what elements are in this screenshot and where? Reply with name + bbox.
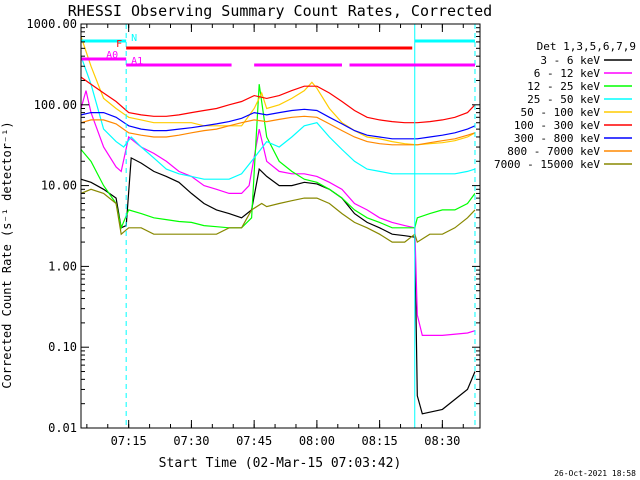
y-tick-label: 0.10 bbox=[48, 340, 77, 354]
y-tick-label: 1000.00 bbox=[26, 17, 77, 31]
flag-label: F bbox=[116, 39, 122, 50]
series-line-3 bbox=[81, 55, 476, 180]
series-line-4 bbox=[81, 36, 476, 146]
plot-area bbox=[81, 24, 476, 428]
x-axis-label: Start Time (02-Mar-15 07:03:42) bbox=[159, 456, 402, 471]
x-tick-label: 07:30 bbox=[173, 434, 209, 448]
series-line-7 bbox=[81, 115, 476, 146]
y-tick-label: 10.00 bbox=[41, 179, 77, 193]
x-tick-label: 08:30 bbox=[424, 434, 460, 448]
series-line-8 bbox=[81, 188, 476, 244]
legend-title: Det 1,3,5,6,7,9 bbox=[537, 40, 636, 53]
y-axis-label: Corrected Count Rate (s⁻¹ detector⁻¹) bbox=[0, 121, 14, 388]
plot-frame bbox=[80, 23, 481, 429]
x-tick-label: 08:15 bbox=[362, 434, 398, 448]
series-line-0 bbox=[81, 156, 476, 415]
series-line-6 bbox=[81, 108, 476, 140]
y-tick-label: 1.00 bbox=[48, 259, 77, 273]
legend-entry-label: 12 - 25 keV bbox=[527, 80, 600, 93]
legend-entry-label: 50 - 100 keV bbox=[521, 106, 601, 119]
legend-entry-label: 6 - 12 keV bbox=[534, 67, 601, 80]
x-tick-label: 07:45 bbox=[236, 434, 272, 448]
legend-entry-label: 800 - 7000 keV bbox=[507, 145, 600, 158]
y-tick-label: 100.00 bbox=[34, 98, 77, 112]
axes: 1000.00 100.00 10.00 1.00 0.10 0.01 07:15 07:30… bbox=[26, 17, 481, 448]
y-tick-label: 0.01 bbox=[48, 421, 77, 435]
flag-label: A0 bbox=[106, 50, 118, 61]
legend-entry-label: 7000 - 15000 keV bbox=[494, 158, 600, 171]
footer-date: 26-Oct-2021 18:58 bbox=[554, 469, 636, 478]
legend-entry-label: 300 - 800 keV bbox=[514, 132, 600, 145]
flag-label: N bbox=[131, 33, 137, 44]
x-tick-label: 08:00 bbox=[299, 434, 335, 448]
flag-label: A1 bbox=[131, 56, 143, 67]
chart-title: RHESSI Observing Summary Count Rates, Co… bbox=[68, 2, 492, 20]
legend-entry-label: 100 - 300 keV bbox=[514, 119, 600, 132]
legend-entry-label: 25 - 50 keV bbox=[527, 93, 600, 106]
x-tick-label: 07:15 bbox=[111, 434, 147, 448]
series-line-5 bbox=[81, 76, 476, 124]
legend-entry-label: 3 - 6 keV bbox=[540, 54, 600, 67]
